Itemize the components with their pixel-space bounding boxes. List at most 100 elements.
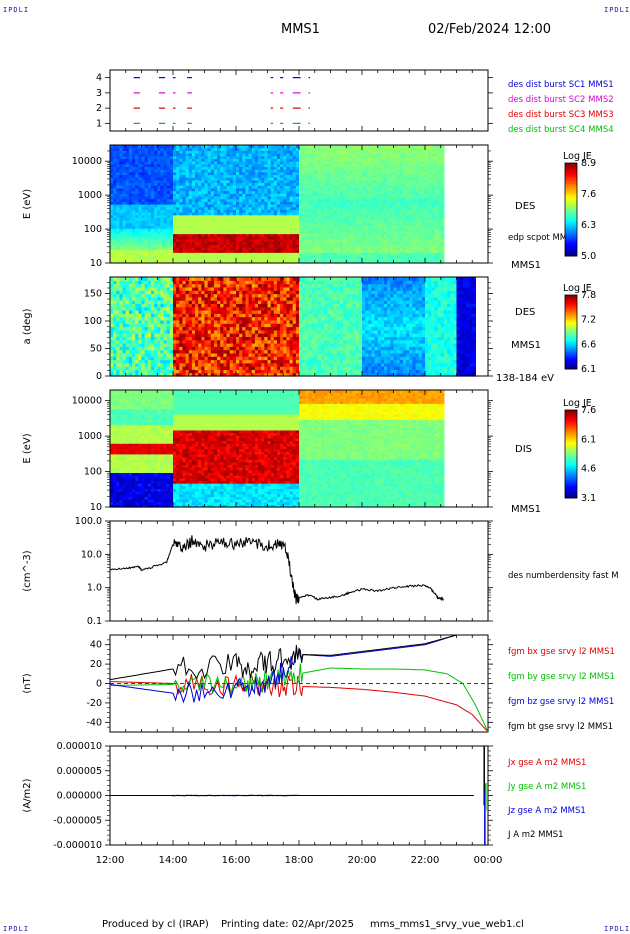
des-energy-spectrogram xyxy=(110,145,445,264)
burst-y-tick-label: 3 xyxy=(96,88,102,99)
colorbar-frame xyxy=(564,162,578,257)
colorbar-label: 5.0 xyxy=(581,251,596,262)
mms1-label: MMS1 xyxy=(511,260,541,271)
fgm-legend-entry: fgm bx gse srvy l2 MMS1 xyxy=(508,647,615,657)
des-energy-label: DES xyxy=(515,201,535,212)
dis-energy-label: DIS xyxy=(515,444,532,455)
dis-energy-spectrogram xyxy=(110,390,445,508)
density-y-tick-label: 1.0 xyxy=(87,583,102,594)
fgm-series-line xyxy=(110,635,457,704)
burst-y-tick-label: 1 xyxy=(96,118,102,129)
des-pitch-label: DES xyxy=(515,307,535,318)
current-y-axis-label: (A/m2) xyxy=(22,778,33,812)
density-y-axis-label: (cm^-3) xyxy=(22,550,33,591)
des-pitch-spectrogram xyxy=(110,277,476,377)
des-pitch-mms1-label: MMS1 xyxy=(511,340,541,351)
colorbar-label: 4.6 xyxy=(581,464,596,475)
current-legend-entry: Jz gse A m2 MMS1 xyxy=(507,806,586,816)
burst-y-tick-label: 4 xyxy=(96,73,102,84)
des-energy-y-tick-label: 1000 xyxy=(78,190,102,201)
des-energy-y-tick-label: 10000 xyxy=(72,156,102,167)
header-datetime: 02/Feb/2024 12:00 xyxy=(428,22,551,37)
des-pitch-y-tick-label: 150 xyxy=(84,289,102,300)
energy-range-label: 138-184 eV xyxy=(496,373,554,384)
des-pitch-y-tick-label: 50 xyxy=(90,344,102,355)
current-legend-entry: Jx gse A m2 MMS1 xyxy=(507,758,586,768)
x-tick-label: 20:00 xyxy=(348,855,377,866)
current-y-tick-label: 0.000000 xyxy=(57,791,102,802)
burst-legend-entry: des dist burst SC3 MMS3 xyxy=(508,110,614,120)
page-title: MMS1 xyxy=(281,22,320,37)
current-series-line xyxy=(109,794,474,797)
dis-energy-y-tick-label: 1000 xyxy=(78,431,102,442)
colorbar-label: 7.2 xyxy=(581,315,596,326)
fgm-y-tick-label: 20 xyxy=(90,659,102,670)
scpot-label: edp scpot MMS1 xyxy=(508,233,578,243)
fgm-legend-entry: fgm by gse srvy l2 MMS1 xyxy=(508,672,615,682)
des-pitch-y-axis-label: a (deg) xyxy=(22,308,33,344)
fgm-legend-entry: fgm bz gse srvy l2 MMS1 xyxy=(508,697,614,707)
des-energy-y-tick-label: 100 xyxy=(84,224,102,235)
corner-label-bottom-left: IPDLI xyxy=(3,925,30,933)
fgm-series-line xyxy=(110,663,488,732)
colorbar-label: 6.3 xyxy=(581,220,596,231)
x-tick-label: 16:00 xyxy=(222,855,251,866)
colorbar-label: 7.8 xyxy=(581,290,596,301)
colorbar-label: 7.6 xyxy=(581,189,596,200)
colorbar-title: Log JE xyxy=(563,151,592,162)
density-y-tick-label: 0.1 xyxy=(87,616,102,627)
fgm-y-tick-label: 0 xyxy=(96,679,102,690)
burst-legend-entry: des dist burst SC4 MMS4 xyxy=(508,125,614,135)
colorbar-label: 6.1 xyxy=(581,364,596,375)
fgm-legend-entry: fgm bt gse srvy l2 MMS1 xyxy=(508,722,613,732)
current-legend-entry: Jy gse A m2 MMS1 xyxy=(507,782,586,792)
fgm-y-tick-label: 40 xyxy=(90,640,102,651)
burst-legend-entry: des dist burst SC1 MMS1 xyxy=(508,80,614,90)
des-pitch-colorbar xyxy=(565,295,577,370)
footer-produced-by: Produced by cl (IRAP) xyxy=(102,919,209,930)
density-y-tick-label: 10.0 xyxy=(81,549,102,560)
fgm-series-line xyxy=(110,635,457,681)
footer-printing-date: Printing date: 02/Apr/2025 xyxy=(221,919,354,930)
colorbar-label: 6.1 xyxy=(581,434,596,445)
density-series-line xyxy=(109,535,444,605)
footer-filename: mms_mms1_srvy_vue_web1.cl xyxy=(370,919,524,930)
colorbar-label: 6.6 xyxy=(581,339,596,350)
x-tick-label: 00:00 xyxy=(474,855,503,866)
x-tick-label: 14:00 xyxy=(159,855,188,866)
des-energy-colorbar xyxy=(565,163,577,257)
density-legend-entry: des numberdensity fast M xyxy=(508,571,619,581)
des-pitch-y-tick-label: 0 xyxy=(96,371,102,382)
current-y-tick-label: 0.000010 xyxy=(57,741,102,752)
current-y-tick-label: -0.000005 xyxy=(53,815,102,826)
des-energy-y-axis-label: E (eV) xyxy=(22,189,33,219)
des-pitch-y-tick-label: 100 xyxy=(84,316,102,327)
current-legend-entry: J A m2 MMS1 xyxy=(507,830,564,840)
x-tick-label: 12:00 xyxy=(96,855,125,866)
burst-legend-entry: des dist burst SC2 MMS2 xyxy=(508,95,614,105)
fgm-y-axis-label: (nT) xyxy=(22,673,33,693)
colorbar-label: 8.9 xyxy=(581,158,596,169)
dis-energy-y-tick-label: 10000 xyxy=(72,396,102,407)
fgm-y-tick-label: -40 xyxy=(86,717,102,728)
burst-panel-frame xyxy=(109,69,489,132)
colorbar-title: Log JE xyxy=(563,398,592,409)
current-y-tick-label: 0.000005 xyxy=(57,766,102,777)
density-frame xyxy=(109,520,489,622)
corner-label-top-right: IPDLI xyxy=(604,6,630,14)
burst-y-tick-label: 2 xyxy=(96,103,102,114)
dis-energy-y-tick-label: 100 xyxy=(84,467,102,478)
colorbar-frame xyxy=(564,409,578,499)
fgm-y-tick-label: -20 xyxy=(86,698,102,709)
fgm-series-line xyxy=(110,673,488,732)
density-y-tick-label: 100.0 xyxy=(75,516,102,527)
x-tick-label: 22:00 xyxy=(411,855,440,866)
x-tick-label: 18:00 xyxy=(285,855,314,866)
dis-energy-y-axis-label: E (eV) xyxy=(22,433,33,463)
dis-energy-y-tick-label: 10 xyxy=(90,502,102,513)
des-energy-y-tick-label: 10 xyxy=(90,258,102,269)
colorbar-label: 7.6 xyxy=(581,405,596,416)
dis-energy-colorbar xyxy=(565,410,577,499)
corner-label-top-left: IPDLI xyxy=(3,6,30,14)
